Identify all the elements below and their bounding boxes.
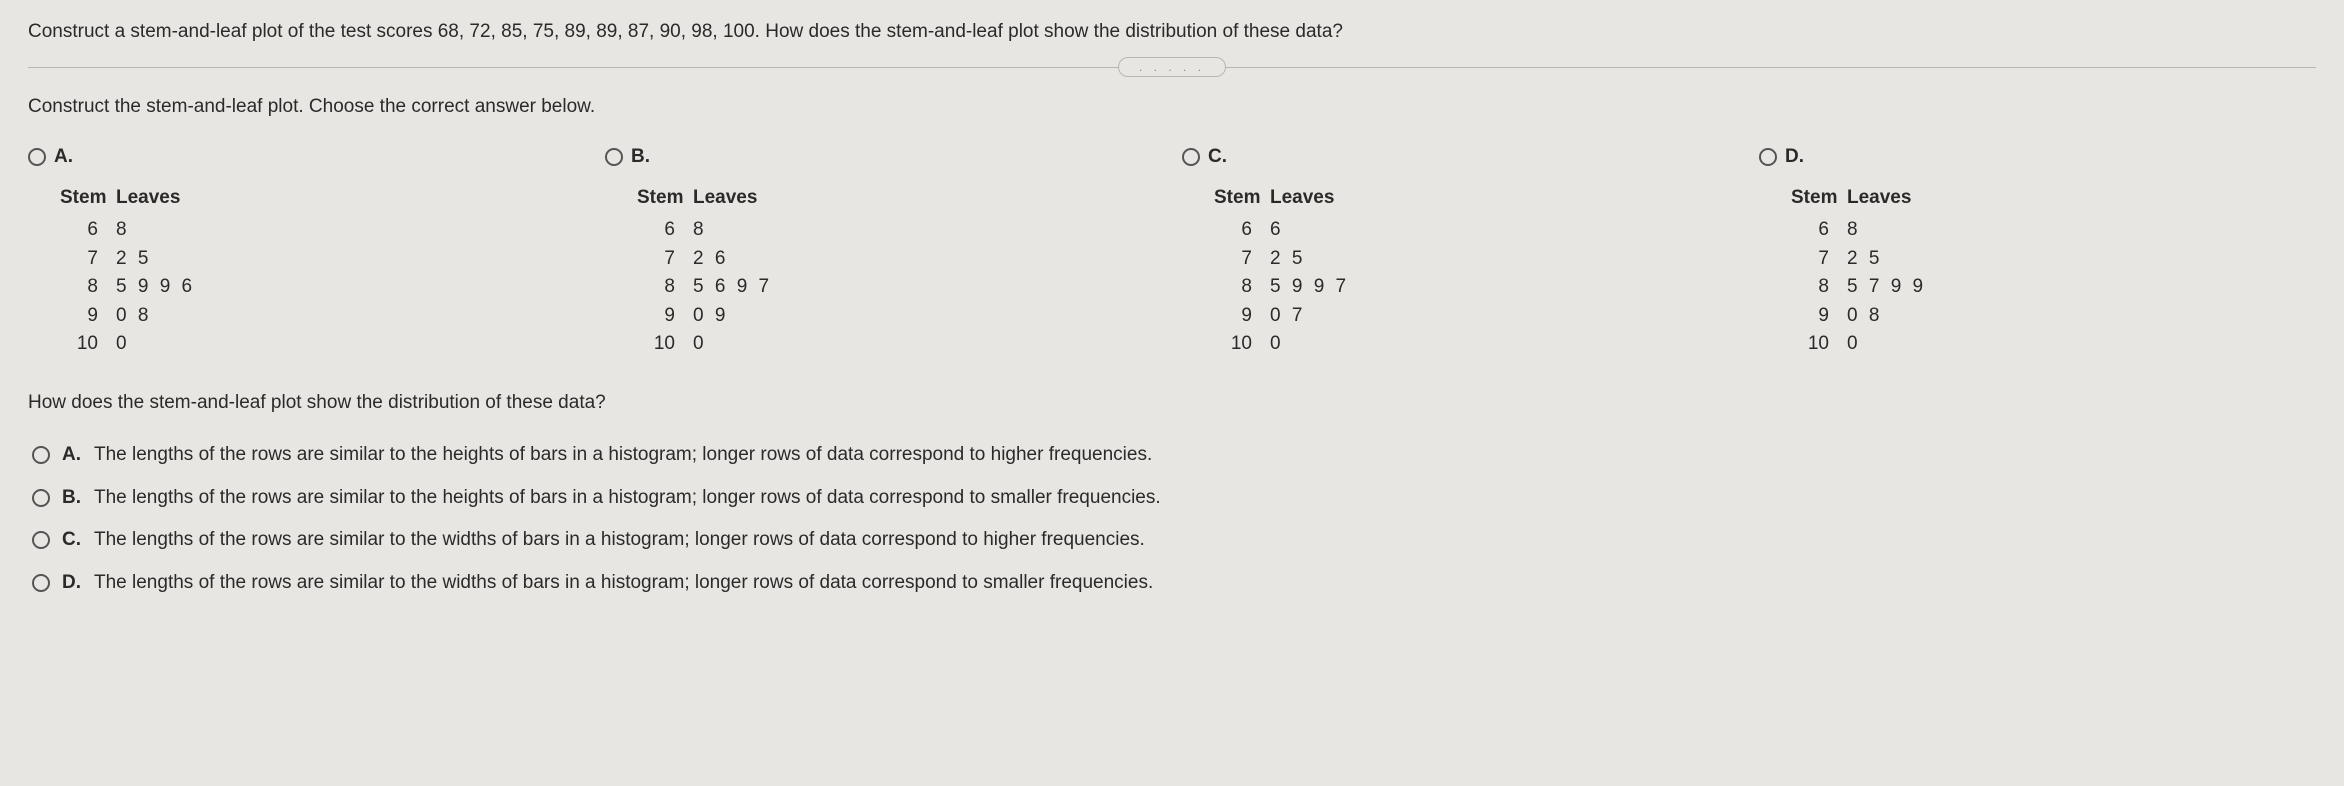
radio-mc-a[interactable] [32, 446, 50, 464]
sl-stem: 6 [60, 216, 116, 245]
sl-stem: 10 [637, 330, 693, 359]
mc-option-c: C. The lengths of the rows are similar t… [32, 526, 2316, 555]
sl-leaves: 5 6 9 7 [693, 273, 772, 302]
sl-stem: 9 [60, 302, 116, 331]
sl-leaves: 2 6 [693, 245, 728, 274]
sl-leaves: 0 [116, 330, 130, 359]
sl-leaves: 0 [1270, 330, 1284, 359]
sl-leaves: 8 [693, 216, 707, 245]
sl-stem: 6 [1214, 216, 1270, 245]
col-header-stem: Stem [1214, 184, 1270, 213]
subprompt-text: Construct the stem-and-leaf plot. Choose… [28, 93, 2316, 122]
radio-option-d[interactable] [1759, 148, 1777, 166]
option-d: D. Stem Leaves 68 72 5 85 7 9 9 90 8 100 [1759, 143, 2316, 359]
sl-stem: 8 [637, 273, 693, 302]
followup-text: How does the stem-and-leaf plot show the… [28, 389, 2316, 418]
sl-stem: 9 [637, 302, 693, 331]
mc-a-text: The lengths of the rows are similar to t… [94, 441, 1152, 470]
mc-d-text: The lengths of the rows are similar to t… [94, 569, 1153, 598]
stemleaf-c: Stem Leaves 66 72 5 85 9 9 7 90 7 100 [1182, 184, 1739, 359]
col-header-stem: Stem [1791, 184, 1847, 213]
sl-stem: 6 [1791, 216, 1847, 245]
sl-leaves: 2 5 [1270, 245, 1305, 274]
option-c-label: C. [1208, 143, 1227, 172]
sl-stem: 8 [60, 273, 116, 302]
sl-leaves: 0 7 [1270, 302, 1305, 331]
sl-stem: 10 [1214, 330, 1270, 359]
sl-leaves: 2 5 [116, 245, 151, 274]
stemleaf-options: A. Stem Leaves 68 72 5 85 9 9 6 90 8 100… [28, 143, 2316, 359]
sl-stem: 9 [1214, 302, 1270, 331]
sl-stem: 6 [637, 216, 693, 245]
sl-stem: 7 [1791, 245, 1847, 274]
sl-stem: 9 [1791, 302, 1847, 331]
mc-option-a: A. The lengths of the rows are similar t… [32, 441, 2316, 470]
radio-option-b[interactable] [605, 148, 623, 166]
radio-option-a[interactable] [28, 148, 46, 166]
sl-stem: 10 [60, 330, 116, 359]
col-header-leaves: Leaves [693, 184, 757, 213]
sl-stem: 7 [637, 245, 693, 274]
mc-b-label: B. [62, 484, 82, 513]
mc-option-d: D. The lengths of the rows are similar t… [32, 569, 2316, 598]
mc-c-label: C. [62, 526, 82, 555]
mc-b-text: The lengths of the rows are similar to t… [94, 484, 1161, 513]
sl-stem: 7 [60, 245, 116, 274]
question-text: Construct a stem-and-leaf plot of the te… [28, 18, 2316, 47]
col-header-stem: Stem [637, 184, 693, 213]
mc-option-b: B. The lengths of the rows are similar t… [32, 484, 2316, 513]
sl-leaves: 8 [1847, 216, 1861, 245]
sl-leaves: 2 5 [1847, 245, 1882, 274]
sl-leaves: 0 8 [116, 302, 151, 331]
option-b: B. Stem Leaves 68 72 6 85 6 9 7 90 9 100 [605, 143, 1162, 359]
option-b-label: B. [631, 143, 650, 172]
radio-option-c[interactable] [1182, 148, 1200, 166]
radio-mc-d[interactable] [32, 574, 50, 592]
sl-leaves: 0 [1847, 330, 1861, 359]
sl-stem: 7 [1214, 245, 1270, 274]
option-a: A. Stem Leaves 68 72 5 85 9 9 6 90 8 100 [28, 143, 585, 359]
col-header-leaves: Leaves [116, 184, 180, 213]
sl-stem: 10 [1791, 330, 1847, 359]
sl-leaves: 5 9 9 6 [116, 273, 195, 302]
sl-leaves: 5 7 9 9 [1847, 273, 1926, 302]
stemleaf-d: Stem Leaves 68 72 5 85 7 9 9 90 8 100 [1759, 184, 2316, 359]
col-header-leaves: Leaves [1847, 184, 1911, 213]
sl-stem: 8 [1214, 273, 1270, 302]
sl-leaves: 0 9 [693, 302, 728, 331]
sl-leaves: 0 8 [1847, 302, 1882, 331]
option-d-label: D. [1785, 143, 1804, 172]
stemleaf-b: Stem Leaves 68 72 6 85 6 9 7 90 9 100 [605, 184, 1162, 359]
sl-stem: 8 [1791, 273, 1847, 302]
stemleaf-a: Stem Leaves 68 72 5 85 9 9 6 90 8 100 [28, 184, 585, 359]
col-header-leaves: Leaves [1270, 184, 1334, 213]
sl-leaves: 6 [1270, 216, 1284, 245]
divider-pill[interactable]: . . . . . [1118, 57, 1226, 77]
mc-a-label: A. [62, 441, 82, 470]
mc-options: A. The lengths of the rows are similar t… [28, 441, 2316, 597]
radio-mc-c[interactable] [32, 531, 50, 549]
section-divider: . . . . . [28, 57, 2316, 77]
sl-leaves: 5 9 9 7 [1270, 273, 1349, 302]
option-a-label: A. [54, 143, 73, 172]
col-header-stem: Stem [60, 184, 116, 213]
mc-d-label: D. [62, 569, 82, 598]
sl-leaves: 0 [693, 330, 707, 359]
sl-leaves: 8 [116, 216, 130, 245]
radio-mc-b[interactable] [32, 489, 50, 507]
mc-c-text: The lengths of the rows are similar to t… [94, 526, 1145, 555]
option-c: C. Stem Leaves 66 72 5 85 9 9 7 90 7 100 [1182, 143, 1739, 359]
